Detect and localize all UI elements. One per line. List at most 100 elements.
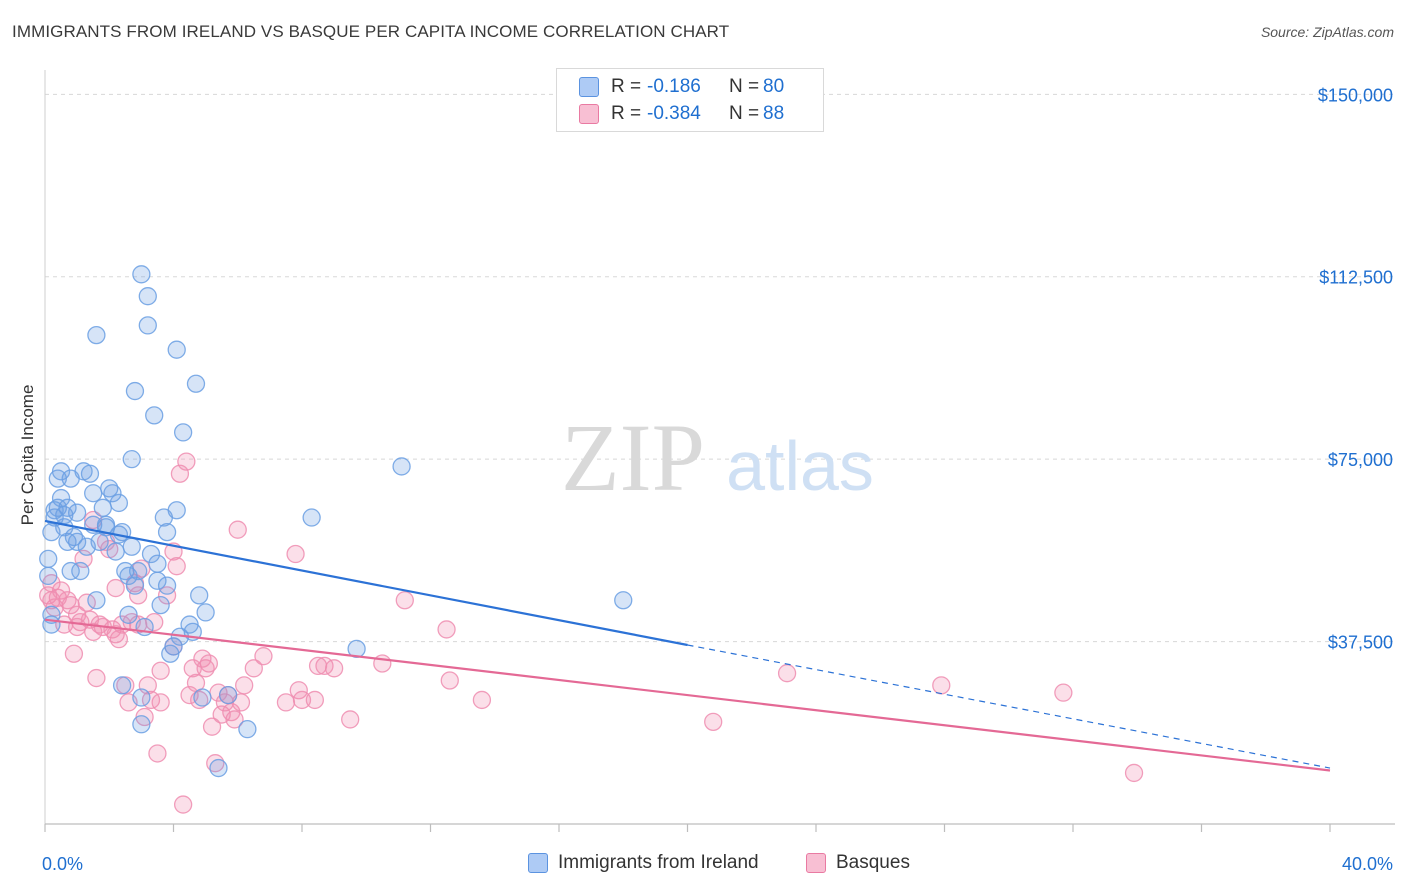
bottom-legend-swatch-ireland	[528, 853, 548, 873]
y-tick-labels: $37,500 $75,000 $112,500 $150,000	[1318, 85, 1393, 652]
legend-n-value-ireland: 80	[763, 76, 785, 97]
y-axis-label: Per Capita Income	[18, 385, 37, 526]
y-tick-label: $112,500	[1319, 268, 1393, 288]
ireland-point	[100, 479, 119, 498]
basque-point	[440, 671, 459, 690]
legend-swatch-basques	[579, 104, 599, 124]
ireland-point	[125, 576, 145, 595]
bottom-legend-swatch-basques	[806, 853, 826, 873]
basque-point	[276, 693, 296, 712]
ireland-point	[392, 457, 411, 476]
series-ireland-points	[39, 265, 633, 778]
ireland-point	[164, 637, 183, 656]
basque-point	[151, 661, 170, 680]
basque-point	[148, 744, 167, 763]
basque-point	[109, 629, 129, 649]
ireland-point	[119, 566, 138, 586]
legend-n-label: N =	[729, 76, 760, 97]
basque-point	[286, 544, 305, 564]
watermark-zip: ZIP	[561, 404, 705, 511]
y-tick-label: $75,000	[1328, 450, 1393, 470]
ireland-point	[51, 462, 71, 481]
basque-point	[206, 754, 225, 773]
ireland-point	[93, 498, 112, 517]
legend-r-value-ireland: -0.186	[647, 76, 701, 97]
ireland-point	[129, 561, 148, 581]
basque-point	[177, 452, 196, 471]
ireland-point	[157, 576, 177, 595]
ireland-point	[132, 688, 151, 707]
basque-point	[106, 625, 125, 644]
watermark-atlas: atlas	[726, 427, 874, 505]
legend-r-label: R =	[611, 103, 642, 124]
ireland-point	[218, 685, 238, 705]
ireland-point	[122, 450, 141, 469]
basque-point	[173, 795, 193, 814]
ireland-point	[39, 566, 58, 586]
ireland-point	[103, 484, 122, 503]
legend-r-label: R =	[611, 76, 642, 97]
ireland-point	[125, 381, 145, 401]
ireland-point	[64, 527, 84, 547]
legend-r-value-basques: -0.384	[647, 103, 701, 124]
ireland-point	[193, 688, 212, 707]
ireland-point	[138, 287, 157, 306]
legend-n-label: N =	[729, 103, 760, 124]
chart-title: IMMIGRANTS FROM IRELAND VS BASQUE PER CA…	[12, 22, 730, 41]
ireland-point	[119, 605, 138, 624]
ireland-point	[141, 544, 161, 564]
ireland-point	[39, 549, 58, 569]
ireland-point	[132, 265, 151, 284]
basque-point	[129, 586, 148, 605]
basque-point	[1124, 763, 1144, 783]
ireland-point	[84, 484, 103, 503]
bottom-legend-basques[interactable]: Basques	[806, 852, 910, 874]
x-tick-label: 0.0%	[42, 854, 83, 874]
ireland-point	[112, 676, 132, 695]
legend-swatch-ireland	[579, 77, 599, 97]
ireland-point	[209, 758, 228, 778]
bottom-legend-label-ireland: Immigrants from Ireland	[558, 852, 759, 873]
basque-point	[324, 659, 344, 678]
bottom-legend-ireland[interactable]: Immigrants from Ireland	[528, 852, 759, 874]
x-tick-label: 40.0%	[1342, 854, 1393, 874]
basque-point	[437, 620, 456, 639]
ireland-point	[238, 719, 257, 739]
basque-point	[167, 557, 186, 576]
basque-point	[151, 693, 170, 712]
ireland-point	[190, 586, 209, 605]
legend-n-value-basques: 88	[763, 103, 785, 124]
ireland-point	[71, 561, 90, 581]
legend-row-basques: R = -0.384 N = 88	[579, 102, 784, 126]
ireland-point	[157, 522, 177, 542]
ireland-point	[42, 615, 61, 634]
ireland-point	[347, 639, 366, 659]
ireland-point	[122, 537, 141, 556]
basque-point	[395, 591, 414, 610]
basque-point	[472, 690, 492, 710]
basque-point	[199, 654, 218, 673]
ireland-point	[173, 423, 193, 442]
basque-point	[704, 712, 723, 731]
basque-point	[932, 676, 951, 695]
basque-point	[67, 617, 87, 637]
basque-point	[777, 664, 797, 683]
basque-point	[64, 644, 84, 663]
basque-point	[254, 647, 273, 666]
basque-point	[87, 668, 106, 688]
basque-point	[1054, 683, 1073, 702]
basque-point	[341, 710, 360, 729]
basque-point	[190, 690, 209, 710]
ireland-point	[45, 501, 64, 520]
ireland-point	[109, 493, 129, 513]
ireland-point	[67, 503, 87, 522]
basque-point	[51, 581, 71, 600]
ireland-trend-line	[44, 519, 688, 647]
ireland-point	[106, 542, 125, 561]
basque-point	[196, 659, 215, 678]
basque-point	[42, 591, 61, 610]
ireland-point	[48, 498, 67, 517]
axes	[44, 70, 1395, 832]
basque-point	[235, 676, 254, 695]
